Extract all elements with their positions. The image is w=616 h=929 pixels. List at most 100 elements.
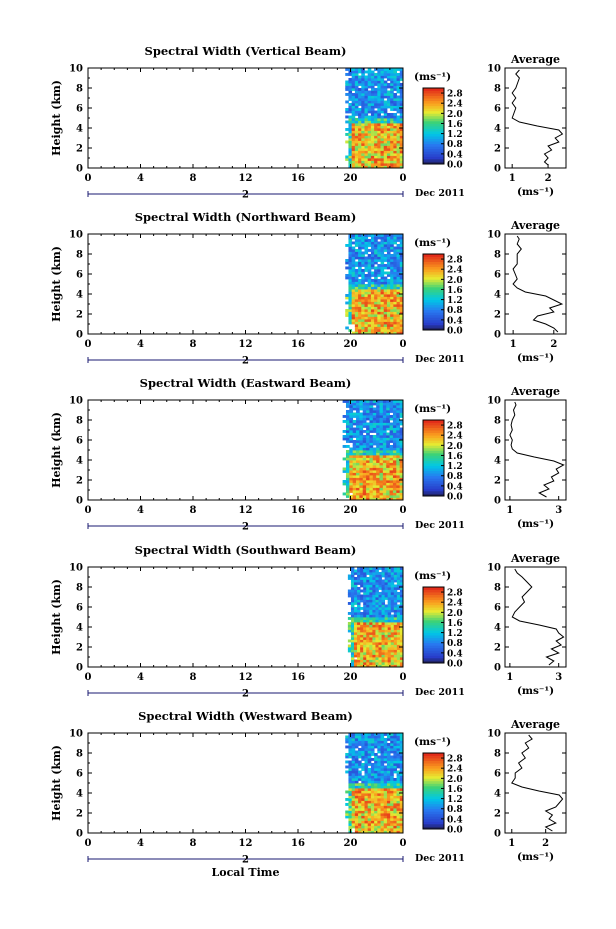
heatmap-cell: [399, 803, 404, 806]
heatmap-cell: [386, 808, 391, 811]
heatmap-cell: [393, 113, 397, 116]
heatmap-cell: [358, 808, 362, 811]
heatmap-cell: [390, 770, 394, 774]
heatmap-cell: [380, 90, 385, 94]
heatmap-cell: [354, 68, 359, 71]
y-tick-label: 0: [76, 829, 83, 840]
heatmap-cell: [350, 659, 355, 663]
heatmap-cell: [351, 780, 356, 784]
heatmap-cell: [399, 291, 404, 295]
colorbar-segment: [423, 758, 444, 761]
heatmap-cell: [383, 249, 388, 252]
heatmap-cell: [374, 745, 378, 749]
heatmap-cell: [386, 289, 391, 292]
heatmap-cell: [349, 422, 354, 426]
heatmap-cell: [386, 153, 391, 156]
heatmap-cell: [348, 150, 353, 154]
heatmap-cell: [361, 73, 365, 76]
heatmap-cell: [390, 128, 394, 131]
heatmap-cell: [356, 480, 360, 483]
colorbar-segment: [423, 602, 444, 606]
x-axis-label: Local Time: [212, 866, 280, 879]
heatmap-cell: [379, 455, 384, 458]
heatmap-cell: [358, 249, 362, 252]
heatmap-cell: [366, 642, 370, 645]
heatmap-cell: [396, 108, 401, 111]
heatmap-cell: [370, 70, 375, 74]
heatmap-cell: [370, 284, 375, 287]
heatmap-cell: [383, 120, 388, 124]
heatmap-cell: [364, 294, 369, 297]
heatmap-cell: [379, 467, 384, 471]
heatmap-cell: [361, 319, 365, 322]
heatmap-cell: [387, 607, 392, 610]
heatmap-cell: [354, 281, 359, 285]
x-tick-label: 12: [239, 505, 253, 516]
heatmap-cell: [361, 118, 365, 121]
heatmap-cell: [356, 455, 360, 458]
heatmap-cell: [358, 95, 362, 99]
heatmap-cell: [364, 823, 369, 826]
heatmap-cell: [386, 788, 391, 791]
heatmap-cell: [390, 642, 395, 645]
heatmap-cell: [376, 477, 380, 481]
heatmap-cell: [399, 331, 404, 335]
heatmap-cell: [390, 780, 394, 784]
heatmap-cell: [354, 316, 359, 320]
heatmap-cell: [396, 740, 401, 744]
heatmap-cell: [389, 430, 394, 433]
heatmap-cell: [393, 98, 397, 101]
heatmap-cell: [399, 612, 404, 615]
colorbar-segment: [423, 589, 444, 593]
heatmap-cell: [348, 793, 353, 796]
heatmap-cell: [345, 798, 349, 801]
heatmap-cell: [396, 649, 401, 653]
heatmap-cell: [354, 758, 359, 761]
heatmap-cell: [357, 634, 361, 638]
heatmap-cell: [367, 785, 372, 789]
heatmap-cell: [390, 823, 394, 826]
panel-4: Spectral Width (Westward Beam)0246810Hei…: [50, 709, 567, 879]
heatmap-cell: [382, 400, 387, 403]
heatmap-cell: [386, 78, 391, 81]
heatmap-cell: [361, 805, 365, 809]
heatmap-cell: [384, 659, 389, 663]
average-x-label: (ms⁻¹): [517, 518, 554, 530]
heatmap-cell: [363, 642, 367, 645]
heatmap-cell: [358, 748, 362, 751]
heatmap-cell: [383, 160, 388, 164]
heatmap-cell: [380, 103, 385, 106]
heatmap-cell: [392, 475, 397, 478]
heatmap-cell: [366, 400, 370, 403]
heatmap-cell: [351, 271, 356, 275]
heatmap-cell: [362, 420, 367, 423]
heatmap-cell: [393, 163, 397, 166]
heatmap-cell: [399, 810, 404, 814]
heatmap-cell: [356, 452, 360, 456]
heatmap-cell: [352, 472, 357, 476]
heatmap-cell: [351, 143, 356, 146]
heatmap-cell: [392, 432, 397, 436]
heatmap-cell: [382, 457, 387, 461]
heatmap-cell: [390, 73, 394, 76]
heatmap-cell: [367, 118, 372, 121]
heatmap-cell: [366, 654, 370, 658]
heatmap-cell: [364, 78, 369, 81]
colorbar-tick-label: 1.2: [447, 296, 463, 306]
heatmap-cell: [374, 808, 378, 811]
heatmap-cell: [360, 614, 364, 618]
heatmap-cell: [362, 417, 367, 421]
heatmap-cell: [382, 445, 387, 448]
heatmap-cell: [383, 115, 388, 119]
heatmap-cell: [380, 251, 385, 255]
heatmap-cell: [377, 745, 381, 749]
heatmap-cell: [364, 259, 369, 262]
colorbar-segment: [423, 470, 444, 474]
heatmap-cell: [396, 234, 401, 237]
heatmap-cell: [392, 425, 397, 428]
heatmap-cell: [377, 324, 381, 327]
heatmap-cell: [367, 815, 372, 819]
heatmap-cell: [374, 780, 378, 784]
heatmap-cell: [367, 326, 372, 330]
heatmap-cell: [383, 311, 388, 315]
